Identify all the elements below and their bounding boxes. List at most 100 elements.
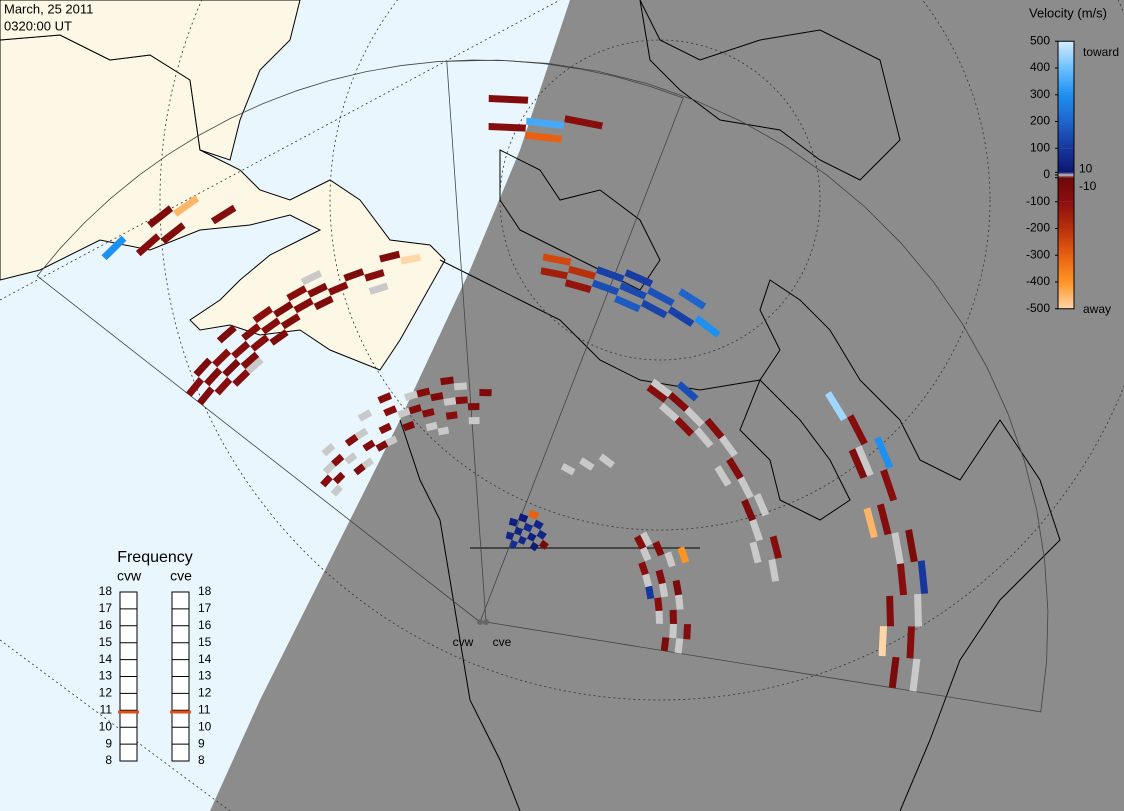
velocity-cell — [375, 440, 389, 452]
meridian — [0, 0, 561, 301]
velocity-cell — [672, 579, 683, 596]
velocity-cell — [135, 233, 161, 257]
velocity-cell — [197, 386, 215, 406]
colorbar-tick-label: -300 — [1026, 247, 1050, 261]
ground-scatter-cell — [694, 427, 714, 448]
velocity-cell — [250, 334, 270, 352]
velocity-cell — [667, 306, 695, 327]
frequency-tick-label: 17 — [99, 601, 113, 615]
velocity-cell — [660, 637, 670, 652]
velocity-cell — [508, 517, 519, 527]
velocity-cell — [677, 546, 690, 564]
velocity-cell — [440, 376, 454, 386]
velocity-cell — [877, 503, 892, 536]
velocity-cell — [488, 95, 529, 104]
velocity-cell — [261, 317, 281, 335]
ground-scatter-cell — [300, 270, 323, 286]
frequency-tick-label: 15 — [99, 635, 113, 649]
colorbar-tick-label: -100 — [1026, 194, 1050, 208]
velocity-cell — [886, 595, 894, 627]
ground-scatter-cell — [749, 541, 762, 564]
colorbar-tick-label: 100 — [1030, 140, 1050, 154]
velocity-cell — [848, 448, 868, 479]
ground-scatter-cell — [453, 382, 467, 391]
toward-label: toward — [1083, 45, 1119, 59]
velocity-cell — [514, 526, 524, 536]
frequency-radar-label: cve — [170, 568, 192, 584]
frequency-tick-label: 16 — [99, 618, 113, 632]
velocity-cell — [232, 369, 251, 387]
alaska-land — [0, 34, 446, 371]
time: 0320:00 UT — [4, 18, 72, 33]
colorbar-segment — [1058, 41, 1074, 68]
mainland-coast — [439, 259, 1061, 811]
latitude-circle — [499, 39, 821, 361]
velocity-cell — [101, 235, 127, 261]
ground-scatter-cell — [642, 573, 653, 588]
velocity-cell — [214, 377, 233, 396]
ground-scatter-cell — [437, 426, 450, 436]
velocity-cell — [906, 626, 915, 659]
velocity-cell — [222, 358, 241, 377]
velocity-cell — [273, 301, 294, 318]
velocity-cell — [624, 269, 654, 287]
fan-outline — [446, 59, 1049, 713]
velocity-cell — [408, 404, 422, 415]
ground-scatter-cell — [749, 518, 763, 542]
velocity-cell — [344, 434, 359, 447]
velocity-cell — [231, 340, 251, 359]
frequency-tick-label: 14 — [198, 652, 212, 666]
frequency-tick-label: 18 — [99, 584, 113, 598]
ground-scatter-cell — [737, 476, 754, 499]
radar-site-label: cvw — [453, 635, 474, 649]
velocity-cell — [421, 408, 435, 418]
velocity-cell — [383, 405, 398, 417]
ground-scatter-cell — [404, 390, 419, 401]
colorbar-tick-label: 300 — [1030, 87, 1050, 101]
ground-scatter-cell — [368, 282, 389, 295]
velocity-cell — [646, 384, 668, 403]
velocity-cell — [364, 269, 385, 282]
velocity-cell — [726, 457, 744, 480]
frequency-tick-label: 13 — [99, 669, 113, 683]
siberia-land — [0, 0, 301, 161]
velocity-title: Velocity (m/s) — [1029, 5, 1107, 20]
radar-site — [483, 619, 489, 625]
velocity-cell — [529, 541, 539, 552]
velocity-cell — [523, 522, 534, 533]
velocity-cell — [878, 626, 887, 657]
colorbar-segment — [1058, 121, 1074, 149]
ground-scatter-cell — [425, 421, 438, 432]
colorbar-segment — [1058, 172, 1074, 175]
ground-scatter-cell — [344, 452, 358, 465]
frequency-panel: Frequency cvw 18 17 16 15 14 13 12 11 10 9 8 cve 18 17… — [99, 549, 212, 767]
velocity-cell — [173, 195, 200, 217]
velocity-cell — [647, 287, 675, 307]
ground-scatter-cell — [675, 594, 684, 610]
velocity-cell — [614, 295, 641, 313]
frequency-tick-label: 17 — [198, 601, 212, 615]
velocity-cell — [241, 323, 261, 341]
colorbar-tick-label: 200 — [1030, 114, 1050, 128]
velocity-cell — [669, 609, 677, 624]
colorbar-frame — [1057, 40, 1075, 310]
velocity-cell — [674, 416, 695, 437]
velocity-cell — [455, 396, 468, 405]
velocity-cell — [286, 285, 308, 302]
velocity-cell — [147, 205, 174, 228]
velocity-cell — [678, 288, 707, 310]
velocity-cell — [638, 561, 649, 576]
frequency-tick-label: 11 — [100, 702, 113, 716]
ground-scatter-cell — [674, 638, 684, 654]
velocity-cell — [917, 560, 929, 594]
velocity-cell — [526, 117, 565, 129]
colorbar-tick-label: -400 — [1026, 274, 1050, 288]
frequency-tick-label: 9 — [105, 736, 112, 750]
ground-scatter-cell — [639, 546, 652, 562]
colorbar-segment — [1058, 175, 1074, 178]
velocity-cell — [517, 535, 527, 545]
ground-scatter-cell — [655, 610, 663, 624]
colorbar: 500400300200100100-10-100-200-300-400-50… — [1026, 33, 1097, 315]
